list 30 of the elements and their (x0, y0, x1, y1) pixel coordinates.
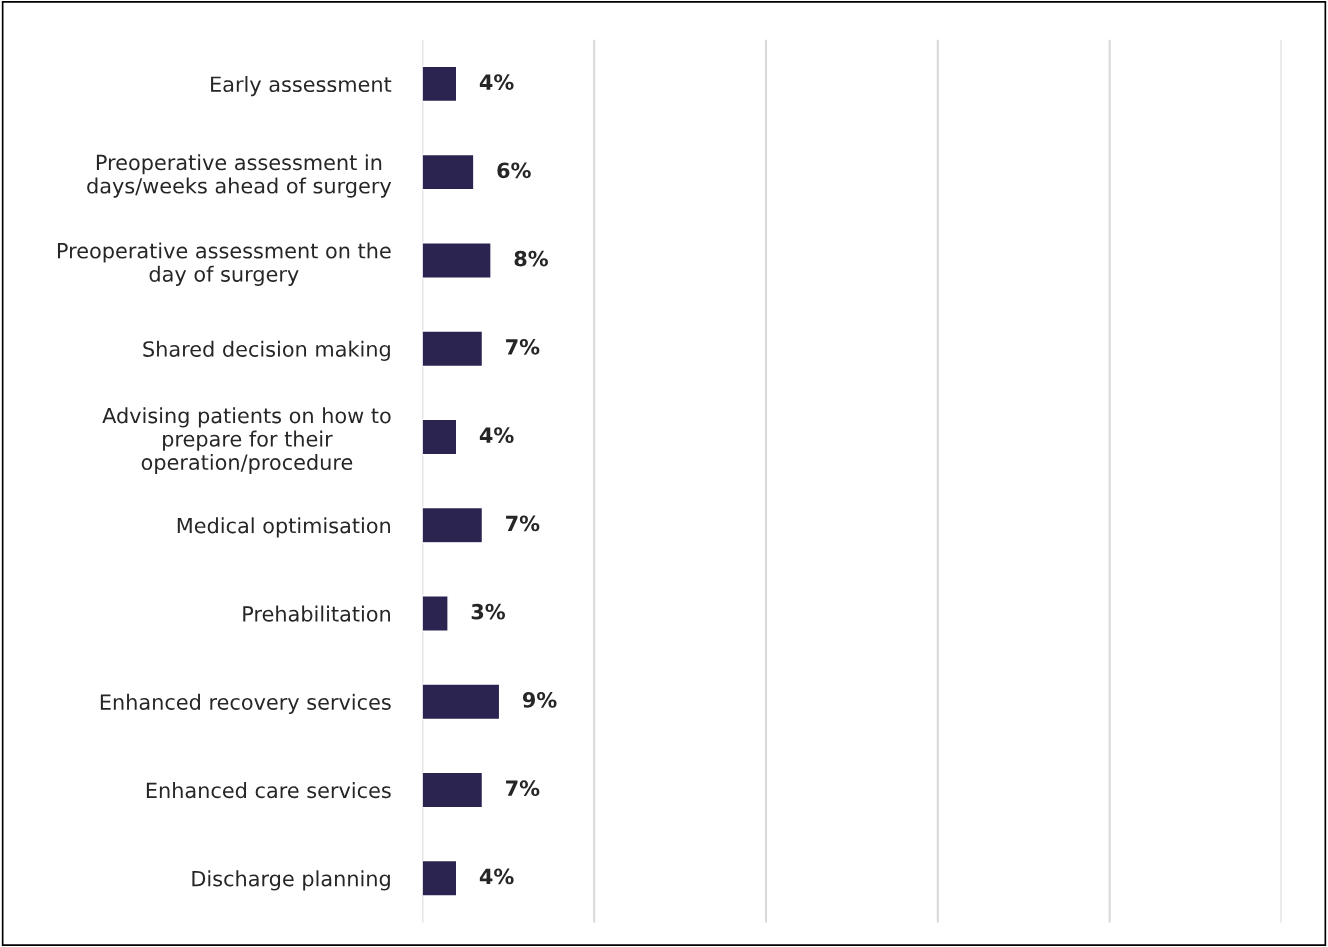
y-tick-label: Early assessment (211, 75, 392, 97)
bar (422, 506, 484, 544)
data-label: 7% (506, 515, 540, 532)
data-label: 4% (479, 74, 514, 90)
data-label: 6% (497, 162, 531, 179)
y-tick-label: Preoperative assessment on the day of surgery (57, 242, 391, 286)
bar (422, 595, 449, 632)
bar (422, 330, 484, 368)
data-label: 4% (479, 868, 514, 885)
y-tick-label: Medical optimisation (177, 517, 390, 538)
data-label: 4% (479, 427, 514, 443)
data-label: 7% (506, 338, 540, 355)
data-label: 7% (506, 780, 540, 797)
bar (422, 242, 492, 279)
y-tick-label: Enhanced care services (146, 782, 391, 799)
bar (422, 65, 458, 103)
data-label: 8% (514, 250, 548, 267)
y-tick-label: Enhanced recovery services (100, 693, 391, 714)
bar (422, 771, 484, 809)
y-tick-label: Advising patients on how to prepare for their operation/procedure (102, 407, 391, 475)
bar (422, 683, 501, 721)
data-label: 3% (471, 603, 506, 620)
data-label: 9% (522, 692, 557, 708)
y-tick-label: Discharge planning (192, 870, 390, 891)
bar (422, 153, 475, 191)
bar (422, 859, 458, 897)
y-tick-label: Prehabilitation (243, 605, 390, 622)
bar (422, 418, 458, 456)
y-tick-label: Shared decision making (143, 340, 390, 361)
y-tick-label: Preoperative assessment in days/weeks ahead of surgery (87, 154, 392, 198)
